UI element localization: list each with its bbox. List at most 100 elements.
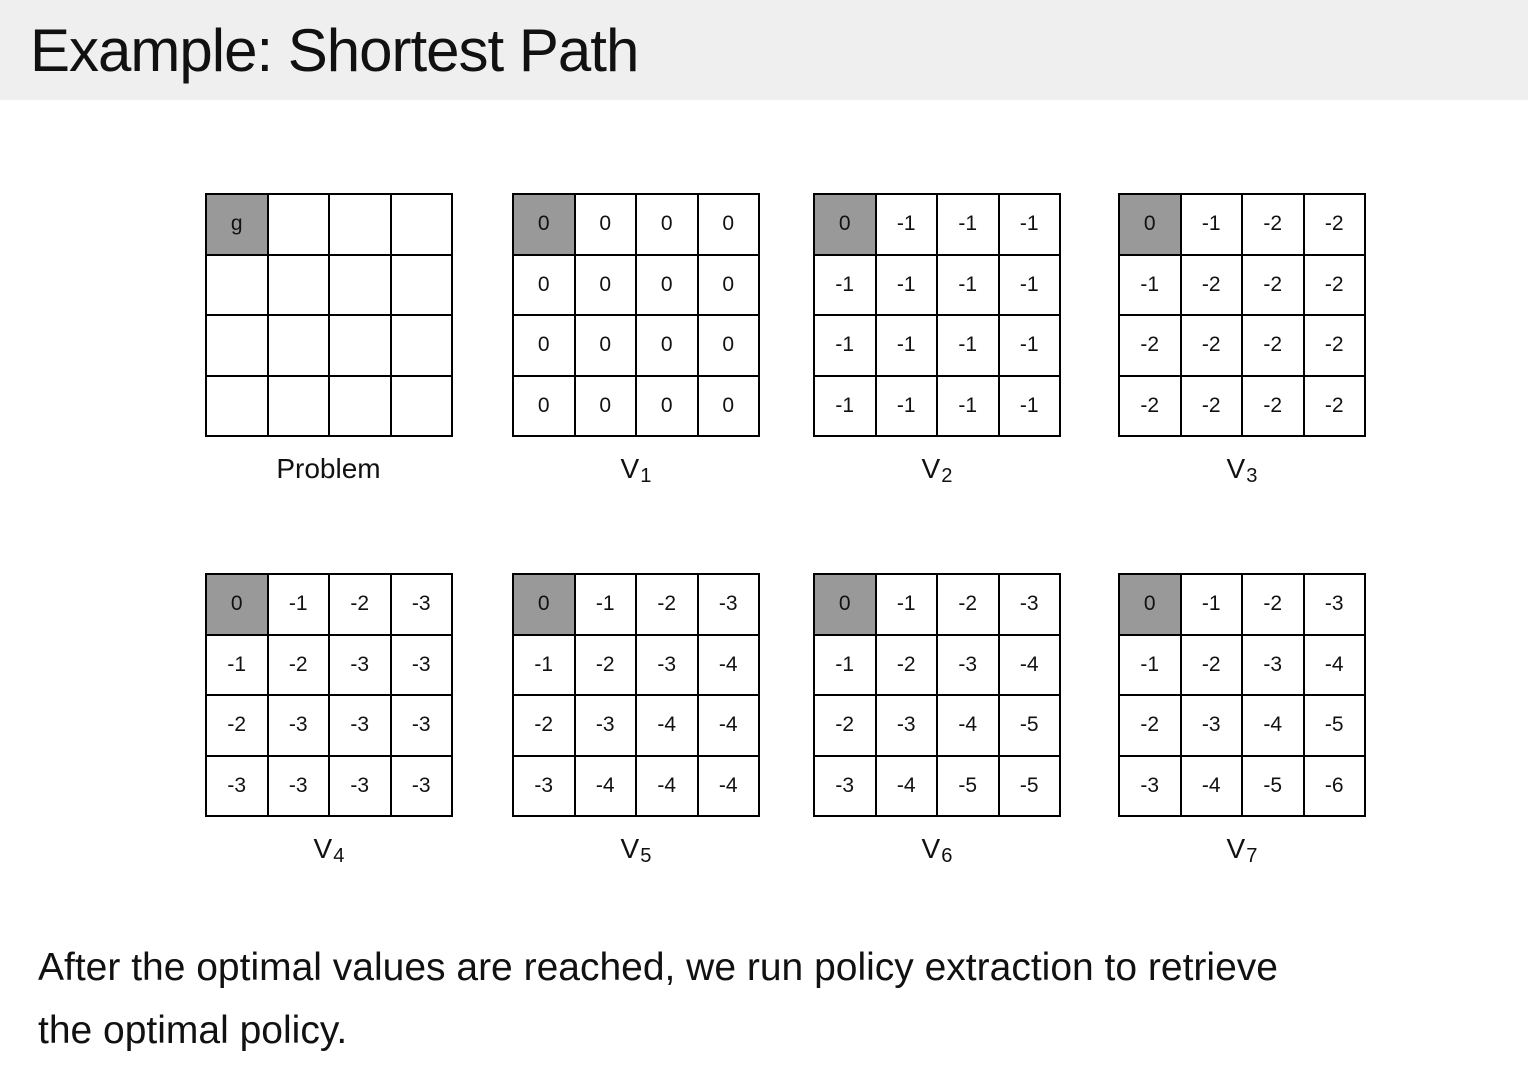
grid-cell-v6-r2c2: -4 — [938, 696, 998, 755]
grid-cell-v6-r1c0: -1 — [815, 635, 875, 694]
grid-cell-problem-r1c1 — [268, 255, 328, 314]
figure-label-main: V — [1226, 453, 1246, 484]
grid-cell-v2-r2c0: -1 — [815, 316, 875, 375]
grid-cell-v5-r3c0: -3 — [514, 756, 574, 815]
grid-problem: g — [205, 193, 453, 437]
figure-label-subscript: 7 — [1246, 845, 1258, 868]
grid-cell-problem-r2c0 — [207, 316, 267, 375]
figure-v1: 0 0 0 0 0 0 0 0 0 0 0 0 0 0 0 0 V1 — [512, 193, 760, 487]
grid-cell-v7-r2c0: -2 — [1120, 696, 1180, 755]
grid-cell-v7-r2c2: -4 — [1243, 696, 1303, 755]
grid-cell-v4-r1c2: -3 — [330, 635, 390, 694]
grid-v2: 0 -1 -1 -1 -1 -1 -1 -1 -1 -1 -1 -1 -1 -1 -1 -1 — [813, 193, 1061, 437]
figure-label-subscript: 3 — [1246, 465, 1258, 488]
grid-v3: 0 -1 -2 -2 -1 -2 -2 -2 -2 -2 -2 -2 -2 -2 -2 -2 — [1118, 193, 1366, 437]
grid-cell-v1-r3c1: 0 — [575, 376, 635, 435]
grid-cell-v4-r0c3: -3 — [391, 575, 451, 634]
figure-label-subscript: 5 — [640, 845, 652, 868]
grid-cell-v4-r0c1: -1 — [268, 575, 328, 634]
grid-cell-v3-r2c2: -2 — [1243, 316, 1303, 375]
grid-cell-v2-r0c2: -1 — [938, 195, 998, 254]
grid-cell-v5-r2c0: -2 — [514, 696, 574, 755]
grid-cell-problem-r3c2 — [330, 376, 390, 435]
grid-cell-problem-r3c0 — [207, 376, 267, 435]
grid-cell-v3-r3c3: -2 — [1304, 376, 1364, 435]
grid-cell-v3-r1c3: -2 — [1304, 255, 1364, 314]
grid-cell-v3-r0c3: -2 — [1304, 195, 1364, 254]
grid-cell-v7-r3c0: -3 — [1120, 756, 1180, 815]
grid-cell-v6-r3c2: -5 — [938, 756, 998, 815]
grid-cell-v4-r1c3: -3 — [391, 635, 451, 694]
grid-cell-v3-r3c2: -2 — [1243, 376, 1303, 435]
grid-cell-v1-r3c0: 0 — [514, 376, 574, 435]
grid-v5: 0 -1 -2 -3 -1 -2 -3 -4 -2 -3 -4 -4 -3 -4 -4 -4 — [512, 573, 760, 817]
grid-cell-problem-r0c2 — [330, 195, 390, 254]
grid-cell-v4-r2c1: -3 — [268, 696, 328, 755]
figure-label-main: V — [921, 833, 941, 864]
grid-cell-v6-r1c1: -2 — [876, 635, 936, 694]
grid-cell-v2-r2c2: -1 — [938, 316, 998, 375]
grid-cell-v1-r2c1: 0 — [575, 316, 635, 375]
grid-cell-v5-r1c0: -1 — [514, 635, 574, 694]
grid-cell-v7-r1c3: -4 — [1304, 635, 1364, 694]
grid-cell-v6-r1c3: -4 — [999, 635, 1059, 694]
slide-title: Example: Shortest Path — [30, 16, 639, 84]
grid-cell-v1-r2c2: 0 — [637, 316, 697, 375]
goal-cell-v6-r0c0: 0 — [815, 575, 875, 634]
grid-cell-v2-r2c1: -1 — [876, 316, 936, 375]
grid-cell-v6-r2c1: -3 — [876, 696, 936, 755]
goal-cell-v7-r0c0: 0 — [1120, 575, 1180, 634]
figure-label-problem: Problem — [205, 453, 453, 485]
grid-cell-v2-r3c1: -1 — [876, 376, 936, 435]
grid-cell-problem-r2c1 — [268, 316, 328, 375]
grid-cell-v3-r3c0: -2 — [1120, 376, 1180, 435]
figure-label-v2: V2 — [813, 453, 1061, 488]
goal-cell-v3-r0c0: 0 — [1120, 195, 1180, 254]
grid-cell-v2-r3c0: -1 — [815, 376, 875, 435]
goal-cell-v1-r0c0: 0 — [514, 195, 574, 254]
grid-cell-v5-r3c3: -4 — [698, 756, 758, 815]
grid-cell-v5-r3c2: -4 — [637, 756, 697, 815]
grid-cell-v5-r2c2: -4 — [637, 696, 697, 755]
goal-cell-v4-r0c0: 0 — [207, 575, 267, 634]
goal-cell-problem-r0c0: g — [207, 195, 267, 254]
grid-cell-v7-r0c3: -3 — [1304, 575, 1364, 634]
grid-cell-v1-r0c3: 0 — [698, 195, 758, 254]
figure-label-main: V — [620, 453, 640, 484]
grid-cell-v7-r3c1: -4 — [1181, 756, 1241, 815]
figure-problem: g Problem — [205, 193, 453, 485]
grid-cell-v3-r2c3: -2 — [1304, 316, 1364, 375]
grid-cell-v3-r0c1: -1 — [1181, 195, 1241, 254]
grid-cell-problem-r2c2 — [330, 316, 390, 375]
caption-line-1: After the optimal values are reached, we… — [38, 946, 1278, 989]
figure-label-main: Problem — [276, 453, 381, 484]
grid-cell-v4-r2c0: -2 — [207, 696, 267, 755]
grid-cell-v6-r0c1: -1 — [876, 575, 936, 634]
grid-cell-problem-r0c3 — [391, 195, 451, 254]
grid-cell-v6-r0c3: -3 — [999, 575, 1059, 634]
title-band: Example: Shortest Path — [0, 0, 1528, 100]
grid-cell-v2-r2c3: -1 — [999, 316, 1059, 375]
grid-cell-v1-r3c2: 0 — [637, 376, 697, 435]
grid-cell-v1-r3c3: 0 — [698, 376, 758, 435]
grid-cell-v5-r2c3: -4 — [698, 696, 758, 755]
grid-cell-v5-r1c3: -4 — [698, 635, 758, 694]
figure-label-subscript: 2 — [941, 465, 953, 488]
figure-v2: 0 -1 -1 -1 -1 -1 -1 -1 -1 -1 -1 -1 -1 -1 -1 -1 V2 — [813, 193, 1061, 488]
grid-cell-v7-r0c2: -2 — [1243, 575, 1303, 634]
grid-cell-v1-r1c3: 0 — [698, 255, 758, 314]
grid-cell-v1-r1c1: 0 — [575, 255, 635, 314]
grid-cell-problem-r1c0 — [207, 255, 267, 314]
grid-cell-v6-r3c1: -4 — [876, 756, 936, 815]
grid-cell-v1-r2c3: 0 — [698, 316, 758, 375]
grid-cell-v7-r1c2: -3 — [1243, 635, 1303, 694]
figure-label-subscript: 4 — [333, 845, 345, 868]
grid-cell-v5-r3c1: -4 — [575, 756, 635, 815]
grid-cell-problem-r3c1 — [268, 376, 328, 435]
figure-label-v5: V5 — [512, 833, 760, 868]
grid-cell-v1-r0c2: 0 — [637, 195, 697, 254]
figure-label-v3: V3 — [1118, 453, 1366, 488]
grid-cell-v1-r0c1: 0 — [575, 195, 635, 254]
